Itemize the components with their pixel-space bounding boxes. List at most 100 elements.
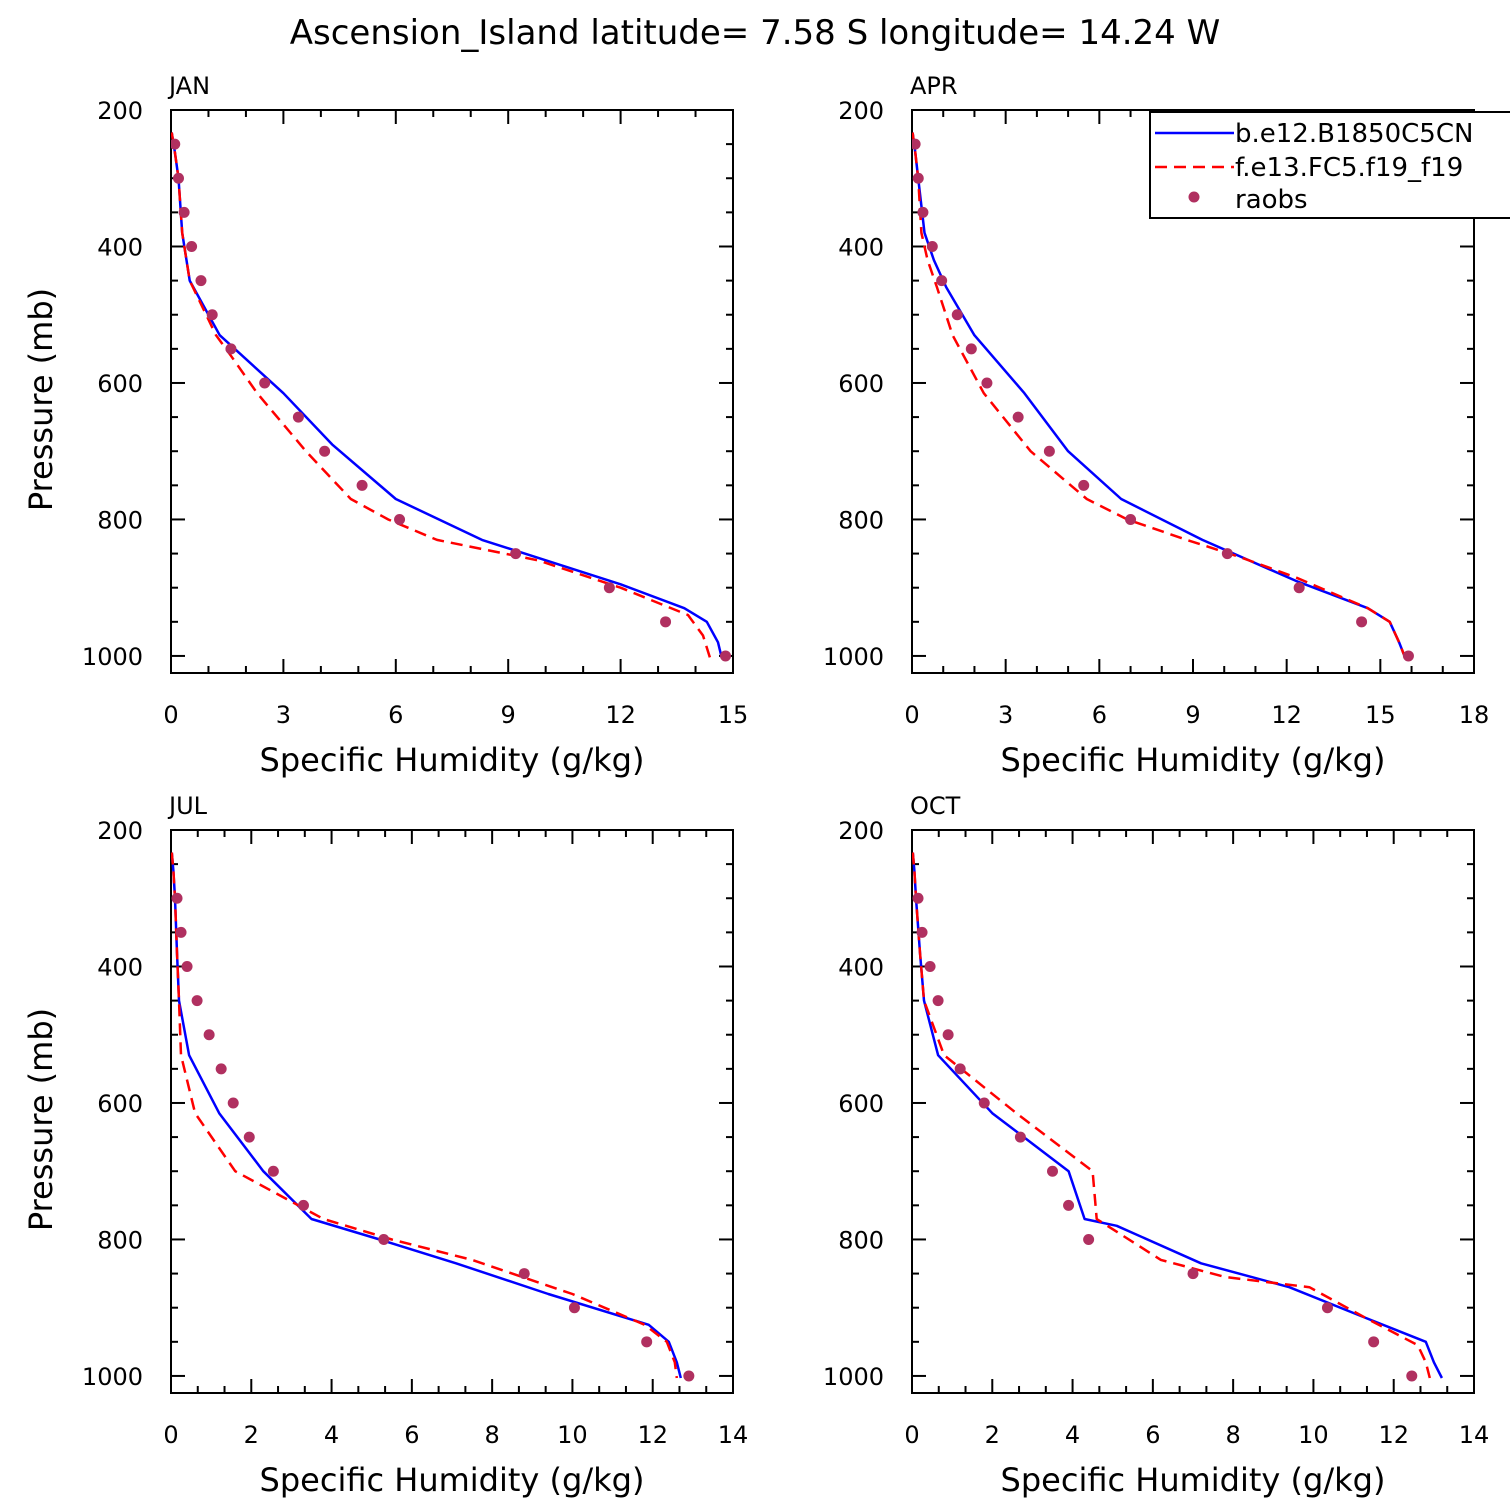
- x-tick-label: 14: [1459, 1421, 1490, 1449]
- y-tick-label: 400: [97, 233, 143, 261]
- raobs-point: [181, 960, 193, 972]
- series-group: [171, 852, 695, 1382]
- x-tick-label: 12: [1378, 1421, 1409, 1449]
- raobs-point: [660, 616, 672, 628]
- raobs-point: [936, 275, 948, 287]
- raobs-point: [1014, 1131, 1026, 1143]
- raobs-point: [1321, 1302, 1333, 1314]
- panel-jan: 0 3 6 9 12 15 200 400 600 800 1000 JAN Specific Humi…: [22, 72, 748, 779]
- raobs-point: [259, 377, 271, 389]
- x-axis-label: Specific Humidity (g/kg): [1001, 1461, 1386, 1499]
- raobs-point: [942, 1029, 954, 1041]
- series-line-f-e13: [912, 132, 1407, 659]
- y-tick-label: 800: [97, 506, 143, 534]
- series-line-b-e12: [912, 132, 1407, 659]
- x-tick-label: 6: [1145, 1421, 1160, 1449]
- y-tick-label: 800: [97, 1226, 143, 1254]
- figure-title: Ascension_Island latitude= 7.58 S longit…: [290, 13, 1221, 53]
- raobs-point: [954, 1063, 966, 1075]
- panel-label: JAN: [167, 72, 210, 100]
- series-line-f-e13: [171, 852, 679, 1379]
- raobs-point: [917, 206, 929, 218]
- raobs-point: [568, 1302, 580, 1314]
- raobs-point: [378, 1233, 390, 1245]
- x-tick-label: 3: [276, 701, 291, 729]
- raobs-point: [1078, 479, 1090, 491]
- y-tick-label: 600: [838, 1090, 884, 1118]
- x-tick-label: 8: [485, 1421, 500, 1449]
- x-tick-label: 6: [388, 701, 403, 729]
- x-tick-label: 0: [904, 701, 919, 729]
- raobs-point: [225, 343, 237, 355]
- x-tick-label: 10: [1298, 1421, 1329, 1449]
- raobs-point: [912, 172, 924, 184]
- legend-label: f.e13.FC5.f19_f19: [1235, 153, 1463, 183]
- x-tick-label: 9: [1185, 701, 1200, 729]
- raobs-point: [297, 1199, 309, 1211]
- raobs-point: [1043, 445, 1055, 457]
- x-tick-label: 6: [404, 1421, 419, 1449]
- y-tick-label: 200: [838, 817, 884, 845]
- x-tick-label: 8: [1226, 1421, 1241, 1449]
- panel-oct: 0 2 4 6 8 10 12 14 200 400 600 800 1000 OCT Specific H…: [823, 792, 1489, 1499]
- raobs-point: [195, 275, 207, 287]
- x-tick-label: 12: [637, 1421, 668, 1449]
- y-tick-label: 200: [97, 97, 143, 125]
- raobs-point: [916, 926, 928, 938]
- raobs-point: [926, 240, 938, 252]
- series-line-f-e13: [912, 852, 1432, 1379]
- series-group: [171, 132, 732, 662]
- raobs-point: [206, 309, 218, 321]
- legend-label: b.e12.B1850C5CN: [1235, 119, 1473, 149]
- raobs-point: [356, 479, 368, 491]
- x-tick-label: 0: [163, 1421, 178, 1449]
- x-tick-label: 12: [605, 701, 636, 729]
- raobs-point: [1012, 411, 1024, 423]
- legend-marker-dot: [1188, 191, 1200, 203]
- raobs-point: [951, 309, 963, 321]
- panel-label: OCT: [910, 792, 961, 820]
- raobs-point: [518, 1268, 530, 1280]
- series-group: [912, 132, 1414, 662]
- raobs-point: [319, 445, 331, 457]
- y-tick-label: 600: [97, 370, 143, 398]
- x-axis-label: Specific Humidity (g/kg): [1001, 741, 1386, 779]
- x-tick-label: 6: [1092, 701, 1107, 729]
- plot-frame: [170, 109, 734, 674]
- panel-apr: 0 3 6 9 12 15 18 200 400 600 800 1000 APR Specific Hu…: [823, 72, 1489, 779]
- raobs-point: [171, 892, 183, 904]
- raobs-point: [1125, 513, 1137, 525]
- raobs-point: [932, 995, 944, 1007]
- x-tick-label: 18: [1459, 701, 1490, 729]
- raobs-point: [1406, 1370, 1418, 1382]
- x-tick-label: 10: [557, 1421, 588, 1449]
- raobs-point: [186, 240, 198, 252]
- series-line-b-e12: [171, 852, 683, 1379]
- raobs-point: [1368, 1336, 1380, 1348]
- y-tick-label: 1000: [82, 643, 143, 671]
- raobs-point: [510, 548, 522, 560]
- plot-frame: [170, 829, 734, 1394]
- raobs-point: [203, 1029, 215, 1041]
- plot-frame: [911, 829, 1475, 1394]
- series-line-b-e12: [912, 852, 1444, 1379]
- raobs-point: [1083, 1233, 1095, 1245]
- x-tick-label: 14: [718, 1421, 749, 1449]
- x-tick-label: 15: [718, 701, 749, 729]
- panel-label: APR: [910, 72, 958, 100]
- raobs-point: [1356, 616, 1368, 628]
- raobs-point: [171, 138, 181, 150]
- raobs-point: [191, 995, 203, 1007]
- panels: 0 3 6 9 12 15 200 400 600 800 1000 JAN Specific Humi…: [22, 72, 1510, 1499]
- raobs-point: [1293, 582, 1305, 594]
- raobs-point: [683, 1370, 695, 1382]
- x-tick-label: 15: [1365, 701, 1396, 729]
- raobs-point: [243, 1131, 255, 1143]
- y-tick-label: 1000: [823, 643, 884, 671]
- legend-label: raobs: [1235, 185, 1308, 215]
- series-group: [912, 852, 1444, 1382]
- series-line-f-e13: [171, 132, 712, 660]
- y-tick-label: 600: [97, 1090, 143, 1118]
